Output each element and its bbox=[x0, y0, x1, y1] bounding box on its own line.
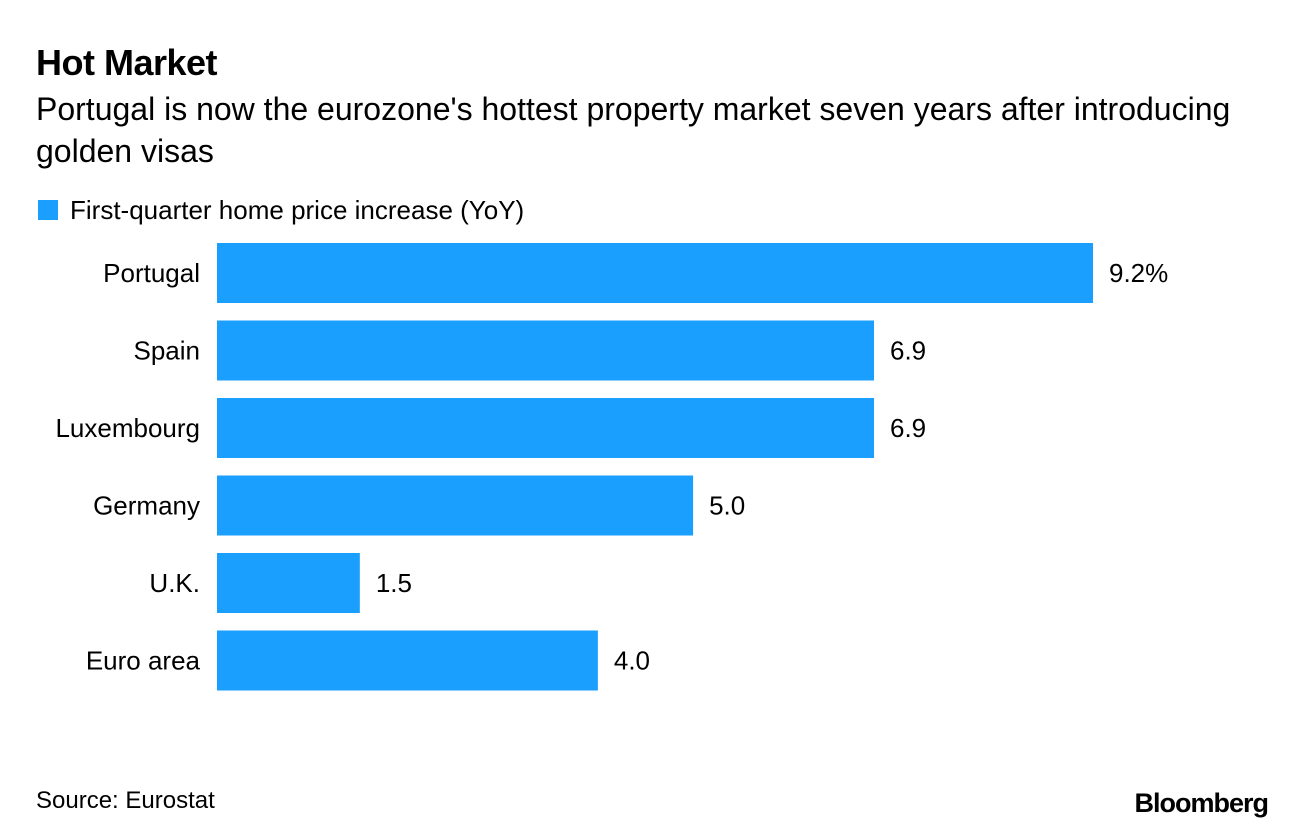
chart-title: Hot Market bbox=[36, 42, 218, 83]
bar-spain bbox=[217, 320, 874, 381]
value-label: 4.0 bbox=[614, 646, 650, 676]
bar-portugal bbox=[217, 243, 1093, 303]
category-label: U.K. bbox=[149, 568, 200, 598]
category-label: Spain bbox=[134, 336, 201, 366]
legend-swatch bbox=[38, 200, 58, 220]
brand-logo: Bloomberg bbox=[1134, 788, 1269, 818]
value-label: 9.2% bbox=[1109, 258, 1168, 288]
category-label: Germany bbox=[93, 491, 200, 521]
category-label: Euro area bbox=[86, 646, 201, 676]
value-label: 6.9 bbox=[890, 336, 926, 366]
bar-luxembourg bbox=[217, 398, 874, 458]
category-label: Luxembourg bbox=[55, 413, 200, 443]
bar-chart: Portugal 9.2% Spain 6.9 Luxembourg 6.9 Germany… bbox=[55, 243, 1168, 691]
category-label: Portugal bbox=[103, 258, 200, 288]
legend-label: First-quarter home price increase (YoY) bbox=[70, 195, 525, 225]
bar-germany bbox=[217, 475, 694, 536]
source-note: Source: Eurostat bbox=[36, 787, 215, 814]
bar-u-k bbox=[217, 553, 360, 613]
bar-euro-area bbox=[217, 630, 598, 691]
value-label: 6.9 bbox=[890, 413, 926, 443]
legend: First-quarter home price increase (YoY) bbox=[38, 194, 524, 226]
value-label: 1.5 bbox=[376, 568, 412, 598]
chart-subtitle: Portugal is now the eurozone's hottest p… bbox=[36, 91, 1231, 169]
value-label: 5.0 bbox=[709, 491, 745, 521]
